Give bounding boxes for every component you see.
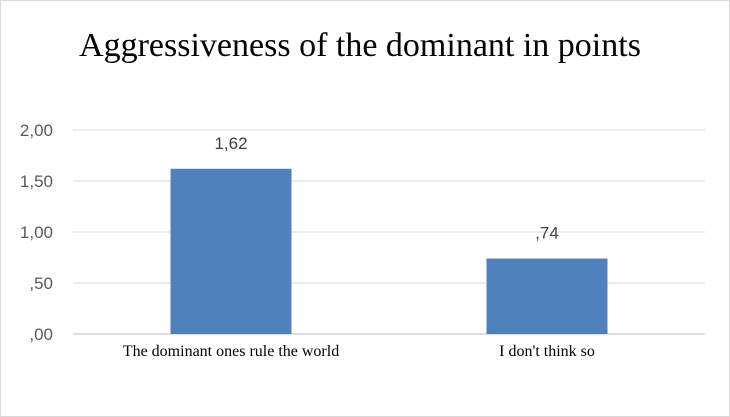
y-tick-label: 1,00 bbox=[20, 223, 53, 242]
x-category-label: The dominant ones rule the world bbox=[123, 343, 339, 360]
bar bbox=[170, 168, 292, 334]
chart-title: Aggressiveness of the dominant in points bbox=[79, 27, 641, 64]
y-tick-label: ,50 bbox=[29, 274, 53, 293]
y-tick-label: ,00 bbox=[29, 325, 53, 344]
data-label: 1,62 bbox=[214, 134, 247, 153]
bar bbox=[486, 258, 608, 334]
x-category-label: I don't think so bbox=[499, 343, 595, 360]
y-tick-label: 2,00 bbox=[20, 121, 53, 140]
data-label: ,74 bbox=[535, 224, 559, 243]
y-tick-label: 1,50 bbox=[20, 172, 53, 191]
